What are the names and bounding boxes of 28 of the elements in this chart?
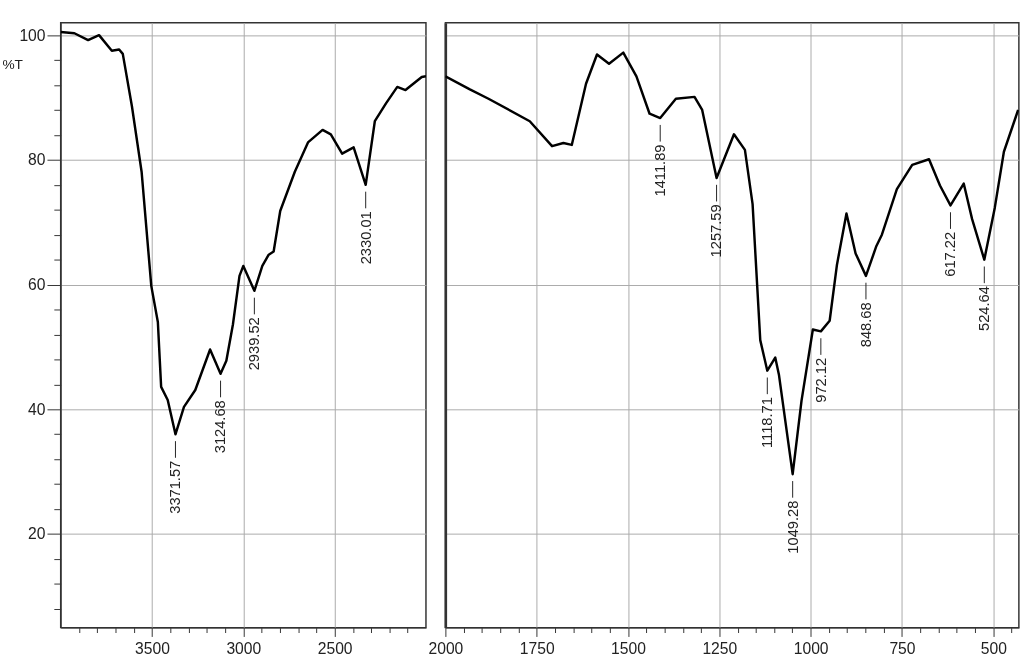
x-tick-label: 2000 <box>428 639 464 657</box>
x-tick-label: 750 <box>889 639 916 657</box>
annotation: 1411.89 <box>652 144 669 197</box>
y-tick-label: 40 <box>28 400 46 418</box>
annotation: 1257.59 <box>708 204 725 258</box>
x-tick-label: 3500 <box>135 639 171 657</box>
annotation: 1049.28 <box>784 500 801 554</box>
annotation: 848.68 <box>857 302 874 348</box>
annotation: 617.22 <box>942 231 959 277</box>
x-tick-label: 1750 <box>519 639 555 657</box>
annotation: 3124.68 <box>212 400 229 454</box>
annotation: 1118.71 <box>759 397 776 448</box>
x-tick-label: 2500 <box>317 639 353 657</box>
annotation: 3371.57 <box>167 460 184 514</box>
annotation: 2330.01 <box>357 211 374 265</box>
annotation: 2939.52 <box>246 317 263 371</box>
annotation: 524.64 <box>976 286 993 331</box>
y-tick-label: 60 <box>28 275 46 293</box>
y-tick-label: 20 <box>28 525 46 543</box>
x-tick-label: 500 <box>980 639 1008 657</box>
y-axis-title: %T <box>2 57 24 73</box>
annotation: 972.12 <box>812 357 829 403</box>
x-tick-label: 3000 <box>226 639 262 657</box>
x-tick-label: 1000 <box>793 639 829 657</box>
y-tick-label: 100 <box>19 26 46 44</box>
x-tick-label: 1500 <box>611 639 647 657</box>
y-tick-label: 80 <box>28 151 46 169</box>
x-tick-label: 1250 <box>702 639 738 657</box>
